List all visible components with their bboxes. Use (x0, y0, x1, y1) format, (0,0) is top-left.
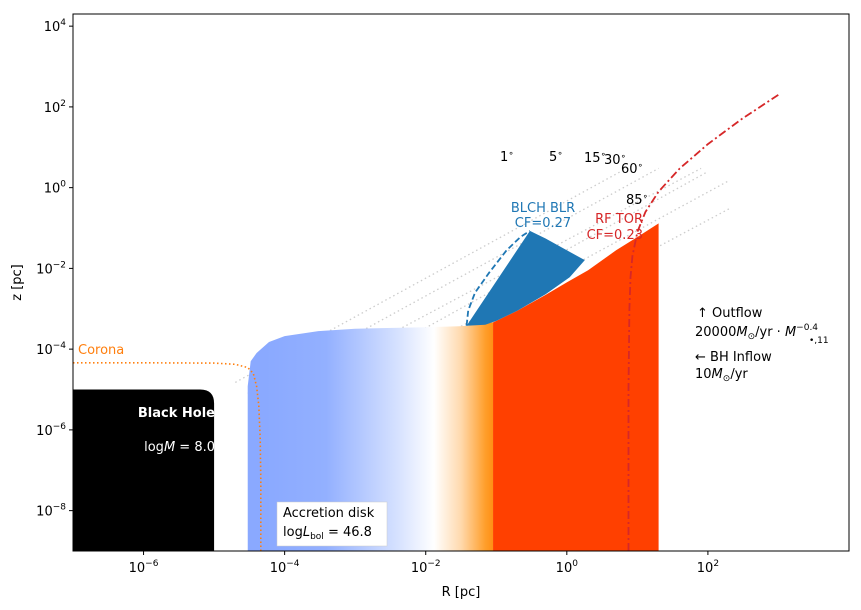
disk-label-title: Accretion disk (283, 506, 375, 521)
black-hole-mass-label: logM = 8.0 (144, 440, 215, 455)
x-axis-label: R [pc] (442, 585, 481, 600)
outflow-mdot-subscript: •,11 (809, 336, 829, 346)
torus-label: RF TOR (595, 212, 643, 227)
angle-label-1: 1∘ (500, 149, 514, 165)
inflow-rate-label: 10M⊙/yr (695, 367, 748, 384)
x-tick-label: 10−2 (411, 559, 441, 576)
sightline-30 (263, 171, 709, 419)
inflow-label: ← BH Inflow (695, 350, 772, 365)
blr-cf-label: CF=0.27 (515, 216, 571, 231)
angle-label-85: 85∘ (626, 192, 648, 208)
angle-label-5: 5∘ (549, 149, 563, 165)
plot-frame (72, 13, 850, 552)
x-tick-label: 10−6 (129, 559, 159, 576)
angle-label-60: 60∘ (621, 161, 643, 177)
angle-label-15: 15∘ (584, 150, 606, 166)
y-tick-label: 10−6 (36, 422, 66, 439)
torus-cf-label: CF=0.23 (587, 228, 643, 243)
sightline-5 (247, 167, 659, 394)
sightline-60 (263, 179, 730, 435)
y-tick-label: 10−2 (36, 260, 66, 277)
disk-label-box (276, 501, 388, 547)
blr-label: BLCH BLR (511, 201, 575, 216)
sightline-15 (263, 167, 702, 403)
x-tick-label: 102 (697, 559, 719, 576)
y-axis-label: z [pc] (10, 264, 25, 301)
y-tick-label: 10−8 (36, 503, 66, 520)
blr-boundary-line (465, 230, 531, 326)
accretion-disk-region (247, 322, 494, 551)
x-tick-label: 10−4 (270, 559, 300, 576)
angle-label-30: 30∘ (604, 152, 626, 168)
y-tick-label: 102 (44, 99, 66, 116)
x-tick-label: 100 (556, 559, 579, 576)
outflow-rate-label: 20000M⊙/yr · M−0.4 (695, 323, 818, 342)
outflow-label: ↑ Outflow (697, 306, 763, 321)
black-hole-region (73, 389, 215, 551)
outflow-line (627, 93, 779, 551)
blr-region (466, 230, 585, 326)
torus-region (493, 223, 659, 551)
y-tick-label: 10−4 (36, 341, 66, 358)
black-hole-title: Black Hole (138, 406, 215, 421)
corona-label: Corona (78, 343, 124, 358)
y-tick-label: 104 (44, 18, 67, 35)
y-tick-label: 100 (44, 180, 67, 197)
disk-luminosity-label: logLbol = 46.8 (283, 525, 372, 542)
